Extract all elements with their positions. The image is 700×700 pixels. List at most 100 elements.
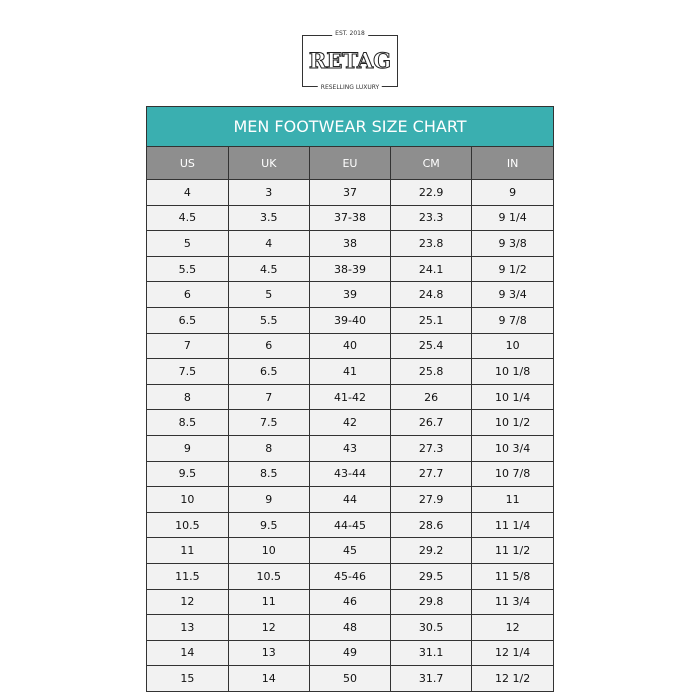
- column-header-cm: CM: [390, 147, 473, 180]
- retag-logo: EST. 2018 RETAG RESELLING LUXURY: [302, 30, 398, 91]
- cell-uk: 9: [227, 486, 310, 513]
- cell-uk: 7.5: [227, 409, 310, 436]
- cell-us: 12: [147, 588, 229, 616]
- cell-cm: 25.8: [390, 358, 473, 385]
- cell-in: 10 1/2: [471, 409, 553, 436]
- cell-uk: 11: [227, 588, 310, 616]
- cell-cm: 29.5: [390, 562, 473, 590]
- cell-uk: 9.5: [227, 511, 310, 539]
- cell-cm: 22.9: [390, 179, 473, 206]
- cell-uk: 4: [227, 230, 310, 257]
- cell-cm: 29.2: [390, 537, 473, 564]
- table-row: 15 14 50 31.7 12 1/2: [147, 665, 553, 691]
- cell-uk: 3.5: [227, 204, 310, 232]
- cell-us: 4: [147, 179, 229, 206]
- chart-title: MEN FOOTWEAR SIZE CHART: [147, 107, 553, 147]
- cell-in: 12: [471, 614, 553, 641]
- cell-eu: 39-40: [308, 306, 392, 334]
- cell-eu: 40: [308, 332, 392, 360]
- cell-in: 10 7/8: [471, 460, 553, 488]
- cell-in: 11 1/2: [471, 537, 553, 564]
- cell-uk: 12: [227, 614, 310, 641]
- cell-uk: 7: [227, 383, 310, 411]
- cell-in: 10 1/4: [471, 383, 553, 411]
- table-row: 12 11 46 29.8 11 3/4: [147, 588, 553, 616]
- size-chart: MEN FOOTWEAR SIZE CHART US UK EU CM IN 4 3 37 2…: [146, 106, 554, 692]
- cell-us: 10.5: [147, 511, 229, 539]
- logo-est: EST. 2018: [332, 30, 368, 37]
- cell-us: 5.5: [147, 255, 229, 283]
- cell-us: 15: [147, 665, 229, 691]
- table-row: 6.5 5.5 39-40 25.1 9 7/8: [147, 306, 553, 334]
- table-row: 14 13 49 31.1 12 1/4: [147, 639, 553, 667]
- table-row: 9.5 8.5 43-44 27.7 10 7/8: [147, 460, 553, 488]
- cell-eu: 46: [308, 588, 392, 616]
- size-table: US UK EU CM IN 4 3 37 22.9 9 4.5 3.5 37-38 23.3 9 1/4…: [147, 147, 553, 691]
- cell-us: 6: [147, 281, 229, 308]
- table-row: 8.5 7.5 42 26.7 10 1/2: [147, 409, 553, 436]
- table-row: 11 10 45 29.2 11 1/2: [147, 537, 553, 564]
- cell-eu: 48: [308, 614, 392, 641]
- cell-in: 11 3/4: [471, 588, 553, 616]
- cell-in: 11: [471, 486, 553, 513]
- cell-cm: 29.8: [390, 588, 473, 616]
- cell-in: 9 7/8: [471, 306, 553, 334]
- cell-us: 7: [147, 332, 229, 360]
- table-row: 4.5 3.5 37-38 23.3 9 1/4: [147, 204, 553, 232]
- table-row: 7 6 40 25.4 10: [147, 332, 553, 360]
- cell-eu: 37-38: [308, 204, 392, 232]
- cell-eu: 38-39: [308, 255, 392, 283]
- table-row: 4 3 37 22.9 9: [147, 179, 553, 206]
- cell-uk: 6.5: [227, 358, 310, 385]
- column-header-eu: EU: [308, 147, 392, 180]
- column-header-in: IN: [471, 147, 553, 180]
- cell-uk: 3: [227, 179, 310, 206]
- cell-in: 9 3/8: [471, 230, 553, 257]
- cell-in: 10 1/8: [471, 358, 553, 385]
- cell-eu: 42: [308, 409, 392, 436]
- cell-cm: 27.3: [390, 434, 473, 462]
- logo-tagline: RESELLING LUXURY: [317, 84, 383, 91]
- table-row: 10 9 44 27.9 11: [147, 486, 553, 513]
- cell-cm: 24.8: [390, 281, 473, 308]
- cell-uk: 5.5: [227, 306, 310, 334]
- cell-us: 8: [147, 383, 229, 411]
- cell-cm: 25.4: [390, 332, 473, 360]
- cell-us: 14: [147, 639, 229, 667]
- table-row: 8 7 41-42 26 10 1/4: [147, 383, 553, 411]
- cell-us: 13: [147, 614, 229, 641]
- cell-cm: 23.8: [390, 230, 473, 257]
- cell-uk: 14: [227, 665, 310, 691]
- cell-eu: 44-45: [308, 511, 392, 539]
- cell-us: 5: [147, 230, 229, 257]
- cell-uk: 10.5: [227, 562, 310, 590]
- cell-us: 4.5: [147, 204, 229, 232]
- cell-in: 9: [471, 179, 553, 206]
- cell-eu: 43-44: [308, 460, 392, 488]
- cell-in: 10: [471, 332, 553, 360]
- cell-in: 11 1/4: [471, 511, 553, 539]
- cell-in: 9 3/4: [471, 281, 553, 308]
- table-row: 7.5 6.5 41 25.8 10 1/8: [147, 358, 553, 385]
- column-header-uk: UK: [227, 147, 310, 180]
- cell-eu: 41-42: [308, 383, 392, 411]
- cell-cm: 31.1: [390, 639, 473, 667]
- cell-in: 12 1/2: [471, 665, 553, 691]
- cell-us: 11: [147, 537, 229, 564]
- table-row: 5 4 38 23.8 9 3/8: [147, 230, 553, 257]
- cell-cm: 27.9: [390, 486, 473, 513]
- cell-in: 11 5/8: [471, 562, 553, 590]
- cell-in: 9 1/4: [471, 204, 553, 232]
- cell-cm: 28.6: [390, 511, 473, 539]
- cell-us: 10: [147, 486, 229, 513]
- cell-eu: 41: [308, 358, 392, 385]
- cell-eu: 45: [308, 537, 392, 564]
- cell-eu: 43: [308, 434, 392, 462]
- cell-cm: 27.7: [390, 460, 473, 488]
- cell-uk: 6: [227, 332, 310, 360]
- column-header-us: US: [147, 147, 229, 180]
- cell-cm: 30.5: [390, 614, 473, 641]
- cell-cm: 24.1: [390, 255, 473, 283]
- cell-eu: 37: [308, 179, 392, 206]
- cell-uk: 10: [227, 537, 310, 564]
